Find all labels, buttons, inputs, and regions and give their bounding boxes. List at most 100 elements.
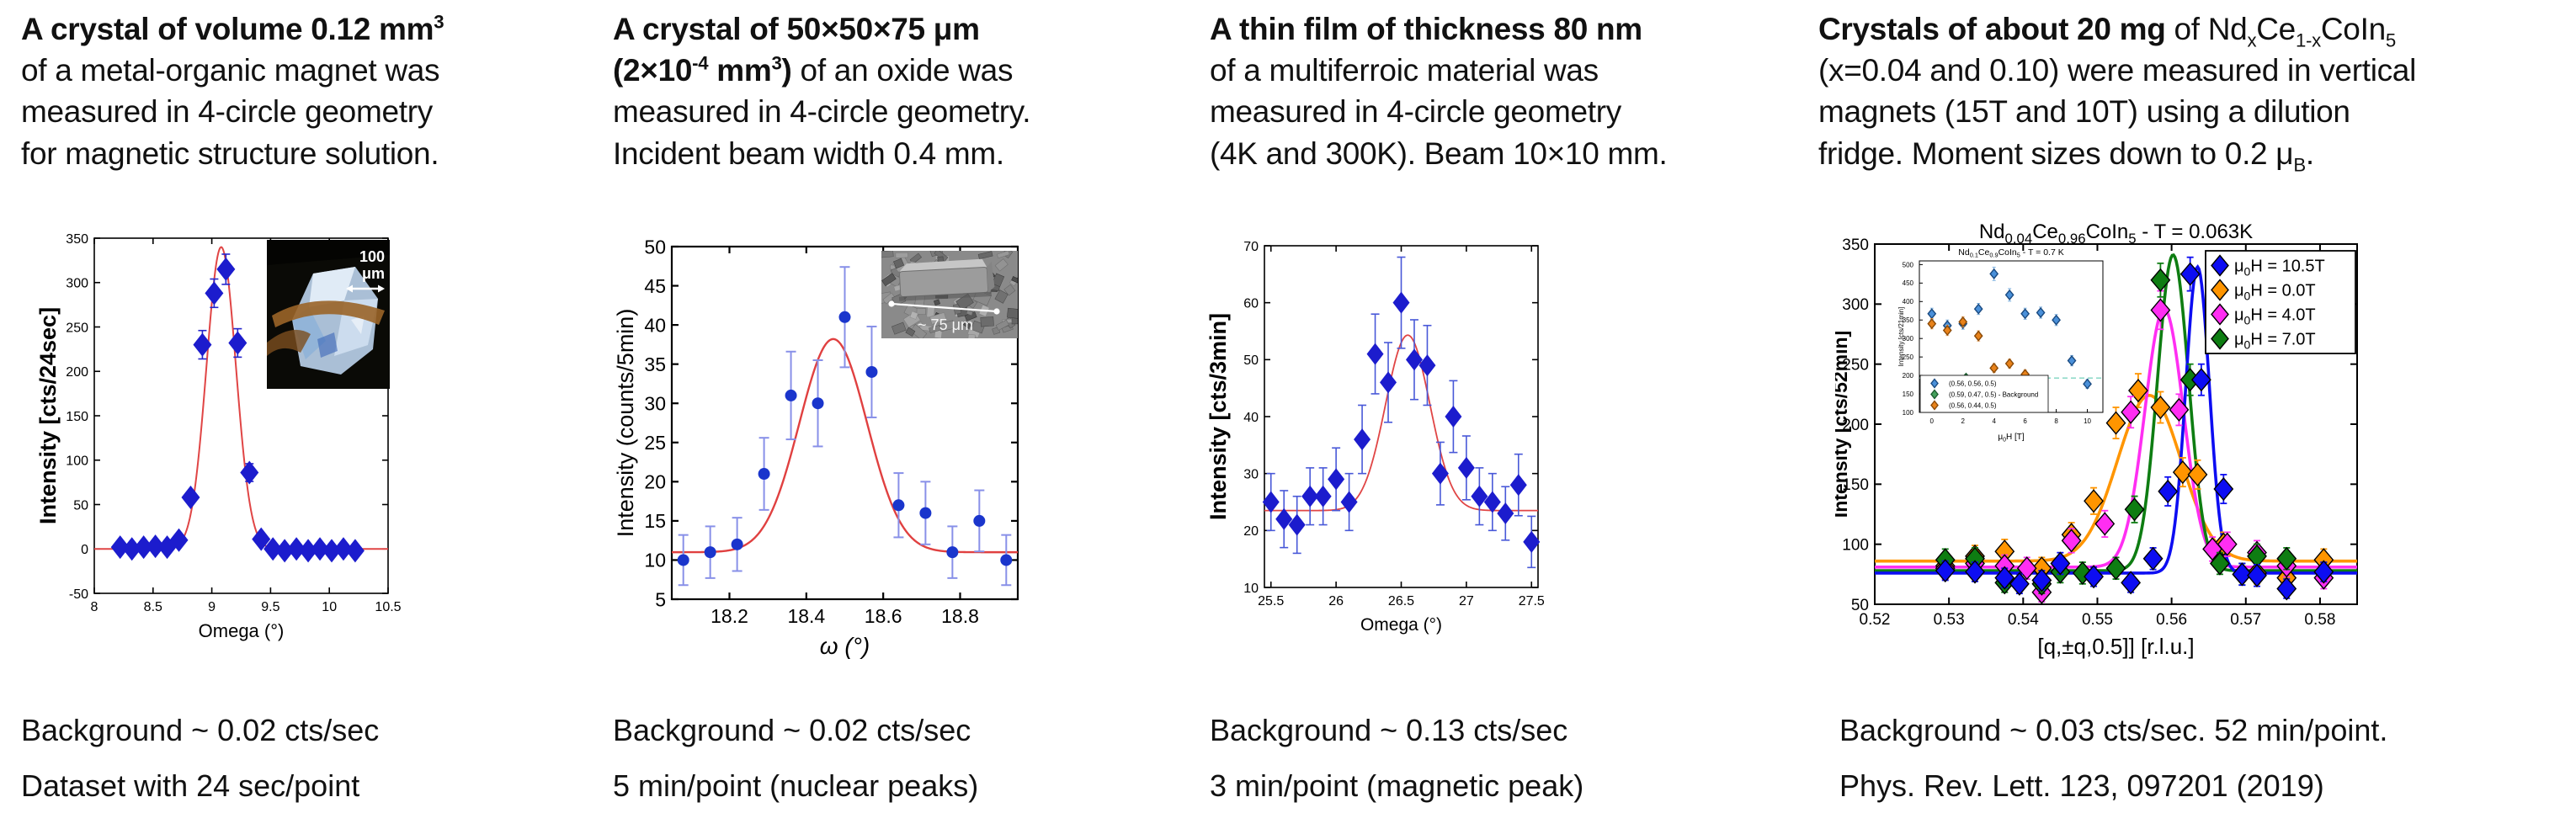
svg-text:26.5: 26.5 [1388, 594, 1414, 608]
axis-ticks: 8 8.5 9 9.5 10 10.5 -50 0 50 100 150 200 250 300 350 [66, 232, 401, 614]
chart-3-magnetic-peak: 25.5 26 26.5 27 27.5 10 20 30 40 50 60 70 Omega (°) I… [1206, 240, 1545, 635]
svg-text:100: 100 [1842, 537, 1869, 555]
svg-text:0.56: 0.56 [2156, 611, 2187, 629]
svg-text:350: 350 [1842, 236, 1869, 254]
crystal-scale-label-unit: μm [362, 265, 385, 282]
svg-text:30: 30 [1243, 467, 1259, 481]
column-4-footer: Background ~ 0.03 cts/sec. 52 min/point.… [1839, 703, 2387, 813]
chart-legend: μ0H = 10.5T μ0H = 0.0T μ0H = 4.0T μ0H = 7.0… [2205, 250, 2356, 354]
data-series-0 [1927, 266, 2092, 390]
svg-text:35: 35 [644, 353, 666, 375]
y-axis-label: Intensity [cts/24sec] [35, 307, 61, 524]
svg-text:6: 6 [2023, 417, 2027, 425]
svg-text:9.5: 9.5 [261, 600, 279, 614]
svg-text:0.58: 0.58 [2304, 611, 2335, 629]
sem-measurement-line [888, 300, 1000, 315]
crystal-scale-label: 100 [359, 248, 385, 265]
svg-text:250: 250 [1903, 353, 1914, 361]
svg-text:8: 8 [91, 600, 98, 614]
chart-legend: (0.56, 0.56, 0.5) (0.59, 0.47, 0.5) - Bac… [1919, 375, 2049, 413]
svg-text:150: 150 [1842, 476, 1869, 494]
svg-text:250: 250 [1842, 357, 1869, 375]
svg-text:25: 25 [644, 432, 666, 454]
y-axis-label: Intensity [cts/21min] [1897, 307, 1905, 367]
sem-crystal [898, 258, 995, 301]
axis-ticks: 25.5 26 26.5 27 27.5 10 20 30 40 50 60 70 [1243, 240, 1545, 608]
footer-line: 5 min/point (nuclear peaks) [613, 768, 979, 803]
column-2-heading: A crystal of 50×50×75 μm (2×10-4 mm3) of … [613, 12, 1031, 171]
chart-title: Nd0.1Ce0.9CoIn5 - T = 0.7 K [1958, 247, 2063, 259]
sem-photo-inset: ~ 75 μm [881, 251, 1018, 338]
svg-text:50: 50 [1243, 353, 1259, 368]
svg-text:0: 0 [81, 543, 88, 557]
svg-text:20: 20 [1243, 524, 1259, 539]
data-series-0 [110, 253, 365, 563]
svg-text:μ0H = 0.0T: μ0H = 0.0T [2234, 282, 2316, 303]
chart-title: Nd0.04Ce0.96CoIn5 - T = 0.063K [1979, 223, 2253, 247]
column-1-footer: Background ~ 0.02 cts/sec Dataset with 2… [21, 703, 379, 813]
svg-text:27.5: 27.5 [1519, 594, 1545, 608]
svg-text:10.5: 10.5 [375, 600, 401, 614]
svg-text:0.52: 0.52 [1860, 611, 1891, 629]
crystal-facet [309, 267, 355, 307]
inset-chart: 0 2 4 6 8 10 100 150 200 250 300 350 400 450 500 Nd0.1C… [1897, 247, 2104, 443]
data-series-0 [1262, 256, 1541, 569]
chart-4-field-scans: 0.52 0.53 0.54 0.55 0.56 0.57 0.58501001502002… [1835, 223, 2358, 659]
column-4-heading: Crystals of about 20 mg of NdxCe1-xCoIn5… [1818, 12, 2417, 175]
svg-text:350: 350 [66, 232, 88, 247]
x-axis-label: μ0H [T] [1998, 433, 2025, 443]
column-2-footer: Background ~ 0.02 cts/sec 5 min/point (n… [613, 703, 978, 813]
svg-text:10: 10 [1243, 582, 1259, 596]
crystal-glint [317, 332, 338, 358]
svg-text:0.57: 0.57 [2230, 611, 2261, 629]
svg-text:(0.56, 0.44, 0.5): (0.56, 0.44, 0.5) [1949, 401, 1997, 409]
footer-line: Background ~ 0.03 cts/sec. 52 min/point. [1839, 713, 2388, 747]
svg-text:50: 50 [1851, 597, 1869, 614]
mount-band [272, 300, 385, 327]
svg-text:300: 300 [66, 277, 88, 291]
svg-text:70: 70 [1243, 240, 1259, 254]
svg-text:200: 200 [1903, 372, 1914, 380]
svg-text:μ0H = 4.0T: μ0H = 4.0T [2234, 306, 2316, 327]
svg-text:4: 4 [1992, 417, 1996, 425]
mount-band [267, 329, 311, 356]
svg-text:100: 100 [66, 454, 88, 469]
axis-ticks: 0.52 0.53 0.54 0.55 0.56 0.57 0.58501001502002… [1842, 236, 2357, 629]
data-series-0 [677, 266, 1013, 587]
svg-text:25.5: 25.5 [1258, 594, 1284, 608]
svg-text:50: 50 [73, 498, 88, 513]
svg-text:450: 450 [1903, 279, 1914, 287]
column-1-heading: A crystal of volume 0.12 mm3 of a metal-o… [21, 11, 444, 171]
column-3-heading: A thin film of thickness 80 nm of a multi… [1210, 12, 1668, 171]
svg-text:400: 400 [1903, 298, 1914, 306]
data-series-2 [1927, 316, 2030, 380]
svg-text:300: 300 [1842, 296, 1869, 314]
y-axis-label: Intensity [cts/52min] [1835, 331, 1851, 518]
svg-text:8.5: 8.5 [144, 600, 162, 614]
svg-text:18.6: 18.6 [865, 605, 902, 627]
svg-text:10: 10 [644, 550, 666, 571]
svg-text:26: 26 [1328, 594, 1344, 608]
footer-line: Dataset with 24 sec/point [21, 768, 360, 803]
svg-text:150: 150 [66, 410, 88, 424]
svg-text:18.4: 18.4 [787, 605, 825, 627]
svg-text:100: 100 [1903, 409, 1914, 417]
photo-shadow [267, 240, 390, 265]
footer-line: Background ~ 0.02 cts/sec [21, 713, 380, 747]
svg-text:(0.59, 0.47, 0.5) - Background: (0.59, 0.47, 0.5) - Background [1949, 391, 2038, 398]
footer-line: Background ~ 0.02 cts/sec [613, 713, 971, 747]
svg-text:15: 15 [644, 510, 666, 532]
svg-text:0.53: 0.53 [1934, 611, 1965, 629]
svg-text:500: 500 [1903, 261, 1914, 268]
svg-text:8: 8 [2054, 417, 2058, 425]
y-axis-label: Intensity [cts/3min] [1206, 313, 1231, 520]
svg-text:350: 350 [1903, 316, 1914, 324]
svg-text:10: 10 [2084, 417, 2091, 425]
svg-text:300: 300 [1903, 335, 1914, 343]
x-axis-label: Omega (°) [1360, 615, 1442, 635]
axis-ticks: 0 2 4 6 8 10 100 150 200 250 300 350 400 450 500 [1903, 261, 2092, 425]
svg-text:45: 45 [644, 275, 666, 297]
svg-text:μ0H = 7.0T: μ0H = 7.0T [2234, 331, 2316, 352]
svg-text:250: 250 [66, 321, 88, 335]
